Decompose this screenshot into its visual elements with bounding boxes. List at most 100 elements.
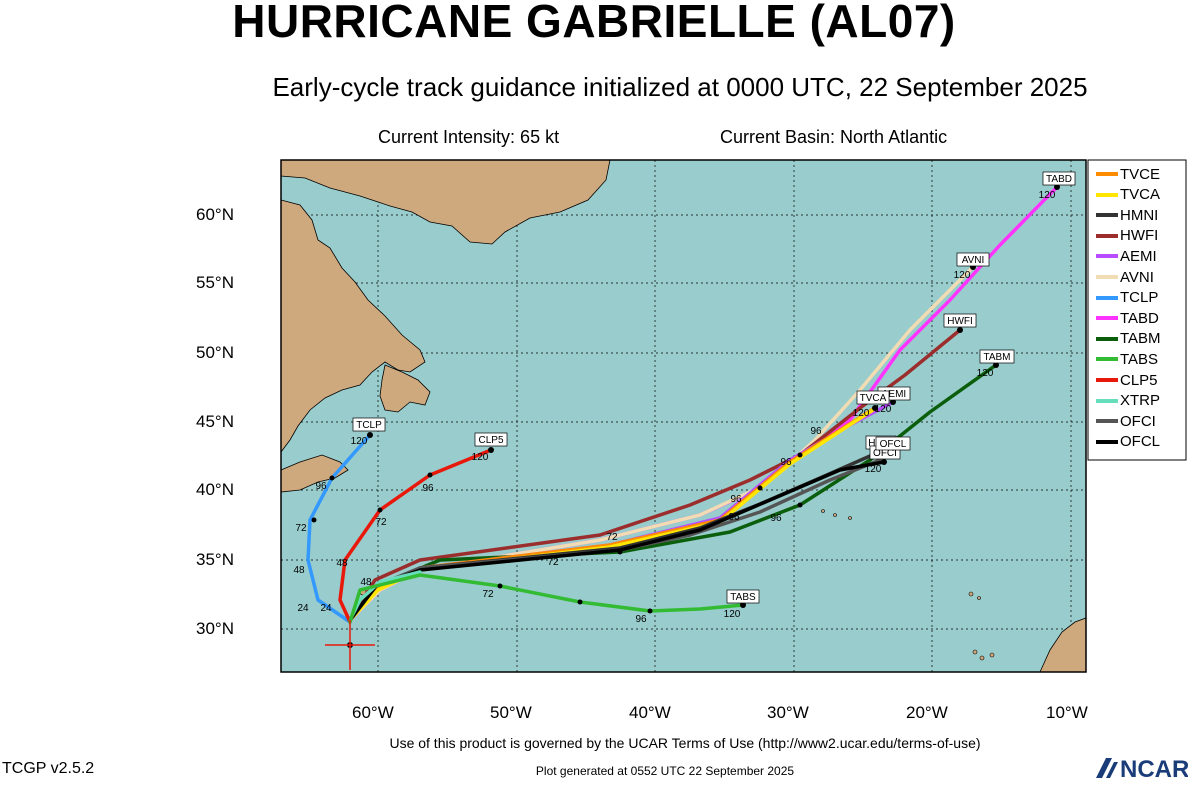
label-tvca: TVCA (856, 390, 890, 405)
track-tclp (306, 433, 372, 624)
legend-swatch (1096, 398, 1118, 403)
label-tabs: TABS (726, 589, 760, 604)
forecast-hour-labels: 120 120 120 120 120 120 120 120 120 96 9… (293, 190, 1055, 625)
svg-text:24: 24 (320, 603, 332, 614)
legend-label: TCLP (1120, 289, 1159, 307)
svg-text:96: 96 (730, 494, 742, 505)
svg-text:96: 96 (770, 513, 782, 524)
track-end-labels: TABD AVNI HWFI TABM AEMI TVCA HMNI OFCI … (352, 171, 1076, 604)
legend-label: TVCE (1120, 165, 1161, 183)
legend-swatch (1096, 275, 1118, 279)
greenland (280, 159, 611, 245)
lon-label-40w: 40°W (629, 703, 671, 722)
svg-text:96: 96 (635, 614, 647, 625)
svg-text:TCLP: TCLP (356, 420, 382, 431)
legend-label: TABS (1120, 350, 1159, 368)
legend-swatch (1096, 254, 1118, 259)
svg-text:96: 96 (728, 512, 740, 523)
legend-item-tabd: TABD (1096, 308, 1186, 328)
legend-item-xtrp: XTRP (1096, 391, 1186, 411)
legend-swatch (1096, 213, 1118, 218)
legend-label: AEMI (1120, 247, 1157, 265)
svg-text:120: 120 (865, 464, 882, 475)
generated-timestamp: Plot generated at 0552 UTC 22 September … (535, 764, 795, 778)
svg-text:TABD: TABD (1046, 174, 1072, 185)
lat-label-60n: 60°N (196, 205, 234, 224)
svg-text:72: 72 (606, 532, 618, 543)
legend-item-hwfi: HWFI (1096, 226, 1186, 246)
legend-swatch (1096, 357, 1118, 362)
svg-text:48: 48 (336, 558, 348, 569)
nova-scotia (280, 454, 349, 493)
current-intensity: Current Intensity: 65 kt (378, 127, 560, 147)
svg-text:120: 120 (977, 368, 994, 379)
label-hwfi: HWFI (943, 313, 977, 328)
label-avni: AVNI (956, 252, 990, 267)
svg-text:120: 120 (853, 408, 870, 419)
legend-swatch (1096, 419, 1118, 424)
label-tabm: TABM (979, 349, 1015, 364)
track-tvca (348, 408, 875, 622)
svg-text:72: 72 (295, 523, 307, 534)
legend-item-aemi: AEMI (1096, 246, 1186, 266)
terms-of-use: Use of this product is governed by the U… (389, 735, 981, 751)
legend-item-ofcl: OFCL (1096, 432, 1186, 452)
legend-label: CLP5 (1120, 371, 1158, 389)
page-title: HURRICANE GABRIELLE (AL07) (232, 0, 956, 47)
legend-item-ofci: OFCI (1096, 411, 1186, 431)
svg-text:NCAR: NCAR (1120, 756, 1188, 780)
track-tabs (348, 573, 745, 624)
ocean-area (281, 160, 1086, 672)
legend-label: XTRP (1120, 392, 1161, 410)
legend-swatch (1096, 295, 1118, 300)
legend-swatch (1096, 172, 1118, 176)
landmasses (280, 159, 1187, 673)
lon-label-20w: 20°W (906, 703, 948, 722)
svg-text:72: 72 (375, 517, 387, 528)
page-subtitle: Early-cycle track guidance initialized a… (272, 72, 1088, 102)
lat-label-50n: 50°N (196, 343, 234, 362)
legend-label: HMNI (1120, 206, 1159, 224)
legend-swatch (1096, 233, 1118, 238)
lon-label-50w: 50°W (490, 703, 532, 722)
svg-text:120: 120 (724, 609, 741, 620)
svg-text:TABS: TABS (730, 592, 756, 603)
svg-text:48: 48 (360, 577, 372, 588)
lat-label-40n: 40°N (196, 480, 234, 499)
legend-item-tvce: TVCE (1096, 164, 1186, 184)
labrador (280, 199, 426, 454)
legend-item-tclp: TCLP (1096, 288, 1186, 308)
legend-item-clp5: CLP5 (1096, 370, 1186, 390)
legend-swatch (1096, 316, 1118, 321)
svg-text:OFCI: OFCI (873, 448, 897, 459)
svg-text:96: 96 (422, 483, 434, 494)
legend-swatch (1096, 439, 1118, 444)
svg-text:120: 120 (875, 404, 892, 415)
svg-text:96: 96 (810, 426, 822, 437)
map-frame (280, 159, 1087, 673)
ncar-logo: NCAR (1092, 752, 1188, 783)
label-clp5: CLP5 (474, 432, 508, 447)
small-islands (359, 509, 995, 661)
lat-label-35n: 35°N (196, 550, 234, 569)
legend-item-avni: AVNI (1096, 267, 1186, 287)
svg-text:96: 96 (315, 481, 327, 492)
legend-label: OFCL (1120, 433, 1161, 451)
svg-text:96: 96 (780, 457, 792, 468)
legend-label: TABM (1120, 330, 1161, 348)
legend-item-tvca: TVCA (1096, 185, 1186, 205)
version-label: TCGP v2.5.2 (2, 760, 95, 777)
lon-label-10w: 10°W (1046, 703, 1088, 722)
legend-swatch (1096, 192, 1118, 197)
current-position-marker (325, 620, 375, 670)
lat-label-30n: 30°N (196, 619, 234, 638)
legend-item-tabs: TABS (1096, 349, 1186, 369)
label-ofcl: OFCL (875, 436, 911, 451)
svg-text:TABM: TABM (983, 352, 1010, 363)
legend-label: TABD (1120, 309, 1159, 327)
legend-item-hmni: HMNI (1096, 205, 1186, 225)
svg-text:HWFI: HWFI (947, 316, 973, 327)
svg-text:120: 120 (954, 270, 971, 281)
legend (1087, 159, 1187, 461)
